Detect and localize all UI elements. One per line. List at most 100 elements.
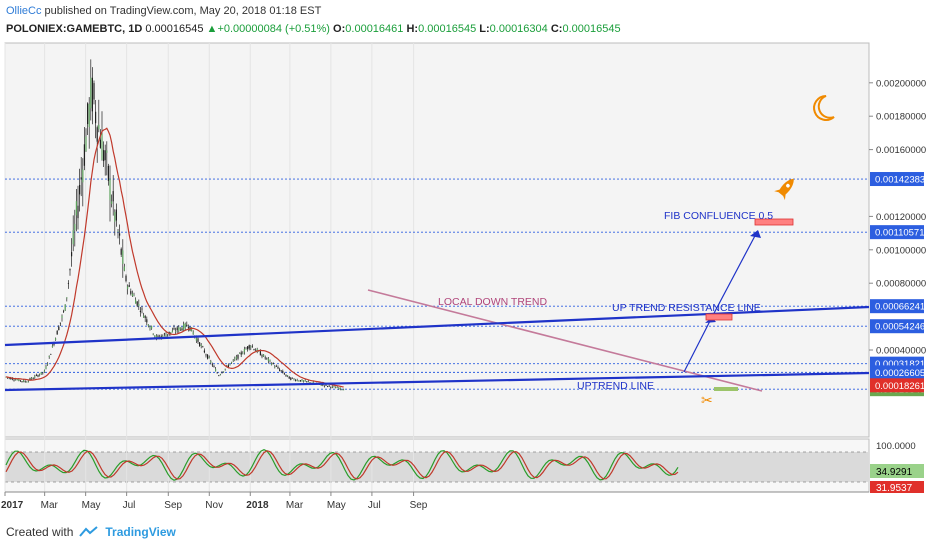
candle-body <box>24 381 26 383</box>
candle-body <box>240 352 242 355</box>
candle-body <box>202 346 204 348</box>
candle-body <box>99 139 101 148</box>
candle-body <box>133 295 135 297</box>
time-tick-label: 2018 <box>246 500 269 511</box>
candle-body <box>101 133 103 160</box>
candle-body <box>330 386 332 388</box>
candle-body <box>186 324 188 327</box>
candle-body <box>264 357 266 359</box>
candle-body <box>255 349 257 351</box>
candle-body <box>247 346 249 350</box>
candle-body <box>69 269 71 271</box>
candle-body <box>272 362 274 365</box>
candle-body <box>274 366 276 368</box>
candle-body <box>42 372 44 374</box>
candle-body <box>143 315 145 318</box>
change-value: +0.00000084 (+0.51%) <box>217 23 330 35</box>
close-label: C: <box>550 23 563 35</box>
candle-body <box>322 384 324 386</box>
candle-body <box>200 344 202 347</box>
candle-body <box>291 377 293 379</box>
candle-body <box>223 371 225 373</box>
time-axis[interactable]: 2017 Mar May Jul Sep Nov 2018 Mar May Jul Sep <box>1 491 869 511</box>
candle-body <box>295 380 297 381</box>
candle-body <box>343 389 345 391</box>
time-tick-label: Mar <box>41 500 59 511</box>
candle-body <box>208 357 210 359</box>
price-axis[interactable]: 0.00200000 0.00180000 0.00160000 0.00120000… <box>869 78 926 357</box>
candle-body <box>47 363 49 365</box>
candle-body <box>48 355 50 357</box>
target-box-2 <box>754 218 794 226</box>
arrowhead-2-icon <box>750 230 761 238</box>
candle-body <box>250 346 252 348</box>
candle-body <box>219 374 221 376</box>
candle-body <box>299 380 301 382</box>
author-link[interactable]: OllieCc <box>6 5 42 17</box>
candle-body <box>40 372 42 375</box>
candle-body <box>287 375 289 377</box>
target-box-1 <box>705 313 733 321</box>
candle-body <box>136 301 138 306</box>
candle-body <box>135 299 137 304</box>
uptrend-line <box>4 371 870 392</box>
candle-body <box>275 366 277 367</box>
candle-body <box>120 248 122 255</box>
tradingview-brand[interactable]: TradingView <box>105 525 176 539</box>
stoch-k-badge <box>870 464 924 478</box>
candle-body <box>45 366 47 369</box>
candle-body <box>173 328 175 330</box>
candle-body <box>139 310 141 313</box>
candle-body <box>7 377 9 379</box>
candle-body <box>66 297 68 299</box>
candle-body <box>320 385 322 387</box>
candle-body <box>227 365 229 368</box>
change-arrow-icon: ▲ <box>206 23 218 35</box>
time-tick-label: Mar <box>286 500 304 511</box>
candle-body <box>91 77 93 112</box>
candle-body <box>115 209 117 221</box>
candle-body <box>71 252 73 257</box>
candle-body <box>296 379 298 381</box>
candle-body <box>131 293 133 296</box>
time-tick-label: Jul <box>123 500 136 511</box>
candle-body <box>197 338 199 342</box>
candle-body <box>192 332 194 335</box>
candle-body <box>253 349 255 350</box>
candle-body <box>210 361 212 363</box>
level-badge-label: 0.00054246 <box>875 322 925 333</box>
candle-body <box>234 358 236 360</box>
price-tick-label: 0.00040000 <box>876 346 926 357</box>
level-badge <box>870 225 924 240</box>
open-value: 0.00016461 <box>345 23 404 35</box>
candle-body <box>181 328 183 331</box>
candle-body <box>147 324 149 327</box>
tradingview-logo-icon <box>79 526 99 537</box>
candle-body <box>184 323 186 328</box>
candle-body <box>165 334 167 337</box>
candle-body <box>114 211 116 222</box>
candle-body <box>170 332 172 333</box>
level-badge-label: 0.00110571 <box>875 228 925 239</box>
candle-body <box>338 388 340 390</box>
candle-body <box>144 316 146 318</box>
stoch-k-label: 34.9291 <box>876 467 913 478</box>
candle-body <box>167 334 169 336</box>
candle-body <box>15 379 17 381</box>
candle-body <box>199 342 201 346</box>
candle-body <box>303 380 305 382</box>
candle-body <box>128 285 130 287</box>
candle-body <box>312 382 314 384</box>
symbol-label: POLONIEX:GAMEBTC, 1D <box>6 23 143 35</box>
level-badge-label: 0.00031821 <box>875 359 925 370</box>
candle-body <box>151 325 153 329</box>
candle-body <box>171 330 173 333</box>
local-down-trend-label: LOCAL DOWN TREND <box>438 296 548 308</box>
candle-body <box>56 330 58 335</box>
price-chart[interactable]: LOCAL DOWN TREND UP TREND RESISTANCE LIN… <box>0 0 932 518</box>
candles <box>5 59 345 391</box>
main-pane[interactable] <box>4 42 870 438</box>
candle-body <box>160 335 162 337</box>
candle-body <box>248 345 250 349</box>
level-badge-label: 0.00066241 <box>875 302 925 313</box>
